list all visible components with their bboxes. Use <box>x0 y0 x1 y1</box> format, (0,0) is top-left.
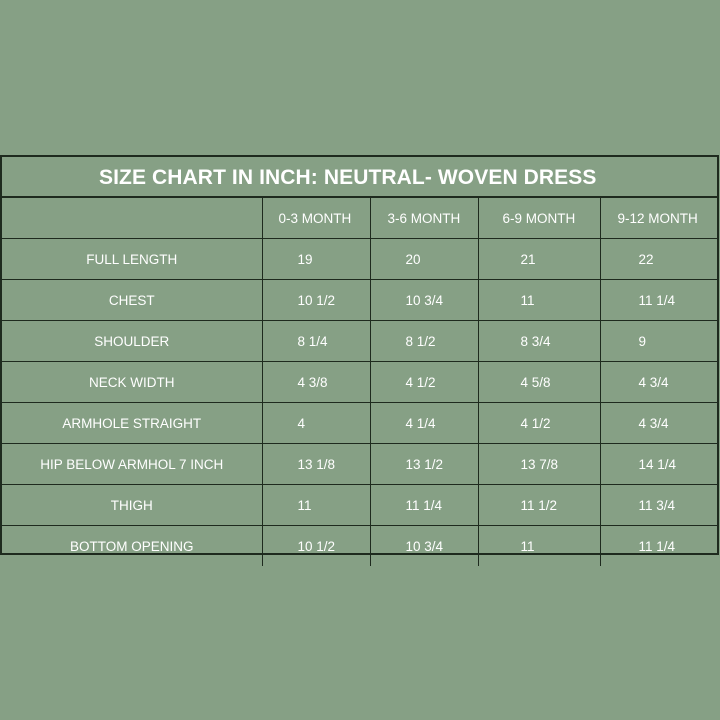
measurement-cell: 8 1/4 <box>261 320 371 362</box>
column-header-label: 6-9 MONTH <box>502 210 576 226</box>
row-label: FULL LENGTH <box>2 238 263 280</box>
measurement-cell: 11 <box>477 279 601 321</box>
measurement-cell: 11 <box>477 525 601 566</box>
measurement-cell: 4 1/2 <box>369 361 479 403</box>
measurement-cell: 4 3/4 <box>599 402 717 444</box>
table-row: THIGH 11 11 1/4 11 1/2 11 3/4 <box>2 484 717 526</box>
measurement-cell: 21 <box>477 238 601 280</box>
row-label: THIGH <box>2 484 263 526</box>
corner-cell <box>2 198 263 239</box>
measurement-cell: 4 3/4 <box>599 361 717 403</box>
measurement-cell: 22 <box>599 238 717 280</box>
measurement-cell: 11 1/2 <box>477 484 601 526</box>
table-row: SHOULDER 8 1/4 8 1/2 8 3/4 9 <box>2 320 717 362</box>
table-row: HIP BELOW ARMHOL 7 INCH 13 1/8 13 1/2 13 7/… <box>2 443 717 485</box>
measurement-cell: 11 1/4 <box>599 279 717 321</box>
header-row: 0-3 MONTH 3-6 MONTH 6-9 MONTH 9-12 MONTH <box>2 198 717 239</box>
row-label: CHEST <box>2 279 263 321</box>
measurement-cell: 14 1/4 <box>599 443 717 485</box>
column-header: 3-6 MONTH <box>369 198 479 239</box>
table-row: BOTTOM OPENING 10 1/2 10 3/4 11 11 1/4 <box>2 525 717 566</box>
measurement-cell: 20 <box>369 238 479 280</box>
measurement-cell: 10 3/4 <box>369 279 479 321</box>
column-header: 6-9 MONTH <box>477 198 601 239</box>
measurement-cell: 4 1/4 <box>369 402 479 444</box>
measurement-cell: 8 1/2 <box>369 320 479 362</box>
column-header-label: 9-12 MONTH <box>617 210 698 226</box>
size-table: 0-3 MONTH 3-6 MONTH 6-9 MONTH 9-12 MONTH… <box>2 198 717 566</box>
table-row: FULL LENGTH 19 20 21 22 <box>2 238 717 280</box>
size-chart: SIZE CHART IN INCH: NEUTRAL- WOVEN DRESS… <box>0 155 719 566</box>
measurement-cell: 4 5/8 <box>477 361 601 403</box>
measurement-cell: 11 1/4 <box>599 525 717 566</box>
measurement-cell: 10 1/2 <box>261 279 371 321</box>
row-label: HIP BELOW ARMHOL 7 INCH <box>2 443 263 485</box>
column-header-label: 0-3 MONTH <box>278 210 352 226</box>
row-label: NECK WIDTH <box>2 361 263 403</box>
table-row: NECK WIDTH 4 3/8 4 1/2 4 5/8 4 3/4 <box>2 361 717 403</box>
row-label: BOTTOM OPENING <box>2 525 263 566</box>
measurement-cell: 10 1/2 <box>261 525 371 566</box>
measurement-cell: 13 7/8 <box>477 443 601 485</box>
column-header: 9-12 MONTH <box>599 198 717 239</box>
measurement-cell: 19 <box>261 238 371 280</box>
measurement-cell: 4 3/8 <box>261 361 371 403</box>
measurement-cell: 13 1/8 <box>261 443 371 485</box>
table-row: CHEST 10 1/2 10 3/4 11 11 1/4 <box>2 279 717 321</box>
measurement-cell: 13 1/2 <box>369 443 479 485</box>
measurement-cell: 11 1/4 <box>369 484 479 526</box>
title-row: SIZE CHART IN INCH: NEUTRAL- WOVEN DRESS <box>2 157 717 198</box>
measurement-cell: 4 1/2 <box>477 402 601 444</box>
row-label: ARMHOLE STRAIGHT <box>2 402 263 444</box>
measurement-cell: 9 <box>599 320 717 362</box>
measurement-cell: 11 3/4 <box>599 484 717 526</box>
column-header: 0-3 MONTH <box>261 198 371 239</box>
column-header-label: 3-6 MONTH <box>387 210 461 226</box>
measurement-cell: 10 3/4 <box>369 525 479 566</box>
measurement-cell: 11 <box>261 484 371 526</box>
table-row: ARMHOLE STRAIGHT 4 4 1/4 4 1/2 4 3/4 <box>2 402 717 444</box>
measurement-cell: 4 <box>261 402 371 444</box>
chart-title: SIZE CHART IN INCH: NEUTRAL- WOVEN DRESS <box>99 166 597 189</box>
row-label: SHOULDER <box>2 320 263 362</box>
measurement-cell: 8 3/4 <box>477 320 601 362</box>
